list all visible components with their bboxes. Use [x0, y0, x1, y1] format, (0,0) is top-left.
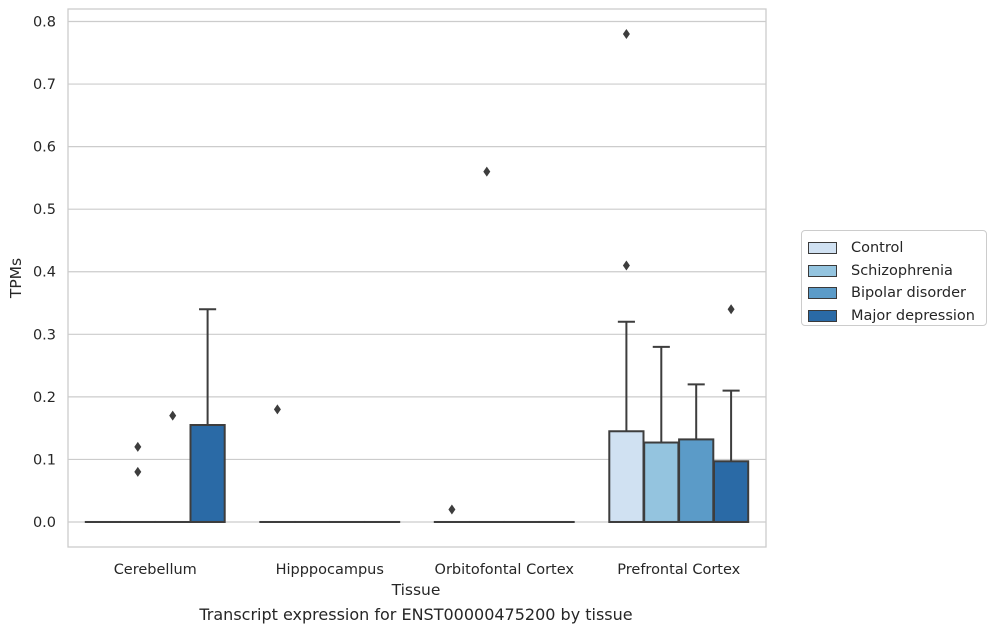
box-bipolar-disorder — [678, 383, 715, 523]
legend-swatch — [808, 264, 837, 277]
legend-swatch — [808, 309, 837, 322]
x-tick-label: Hipppocampus — [276, 562, 384, 578]
box-major-depression — [189, 308, 226, 523]
legend-item: Major depression — [808, 305, 986, 328]
box-schizophrenia — [119, 441, 156, 523]
figure-caption: Transcript expression for ENST0000047520… — [199, 605, 633, 624]
box-schizophrenia — [468, 166, 505, 523]
y-tick-label: 0.3 — [33, 327, 56, 343]
plot-frame — [67, 8, 767, 548]
outlier-point — [169, 410, 177, 421]
box-body — [643, 441, 680, 523]
box-bipolar-disorder — [154, 410, 191, 523]
box-control — [433, 504, 471, 523]
x-axis-label: Tissue — [391, 581, 441, 599]
box-body — [712, 460, 750, 523]
legend-item: Bipolar disorder — [808, 282, 986, 305]
box-series — [84, 29, 750, 523]
outlier-point — [483, 166, 491, 177]
y-tick-label: 0.1 — [33, 452, 56, 468]
box-body — [608, 430, 645, 523]
y-tick-label: 0.4 — [33, 265, 56, 281]
legend: Control Schizophrenia Bipolar disorder Majo… — [801, 230, 987, 326]
legend-item: Schizophrenia — [808, 260, 986, 283]
legend-item: Control — [808, 237, 986, 260]
outlier-point — [448, 504, 456, 515]
y-axis-label: TPMs — [7, 258, 25, 299]
x-tick-label: Cerebellum — [114, 562, 197, 578]
y-tick-label: 0.6 — [33, 140, 56, 156]
box-body — [678, 438, 715, 523]
y-tick-label: 0.2 — [33, 390, 56, 406]
legend-swatch — [808, 287, 837, 300]
x-tick-label: Orbitofontal Cortex — [435, 562, 575, 578]
box-body — [189, 424, 226, 523]
gridlines — [68, 20, 766, 523]
y-tick-label: 0.0 — [33, 515, 56, 531]
legend-label: Bipolar disorder — [851, 285, 966, 302]
outlier-point — [273, 404, 281, 415]
outlier-point — [622, 260, 630, 271]
outlier-point — [622, 29, 630, 40]
outlier-point — [134, 441, 142, 452]
outlier-point — [727, 304, 735, 315]
box-schizophrenia — [643, 345, 680, 523]
legend-label: Control — [851, 240, 904, 257]
y-axis-ticks: 0.0 0.1 0.2 0.3 0.4 0.5 0.6 0.7 0.8 — [33, 15, 56, 531]
x-axis-ticks: Cerebellum Hipppocampus Orbitofontal Corte… — [114, 562, 741, 578]
x-tick-label: Prefrontal Cortex — [617, 562, 740, 578]
box-control — [259, 404, 296, 523]
box-control — [608, 29, 645, 523]
legend-label: Major depression — [851, 307, 975, 324]
legend-swatch — [808, 242, 837, 255]
y-tick-label: 0.7 — [33, 77, 56, 93]
legend-label: Schizophrenia — [851, 262, 953, 279]
y-tick-label: 0.5 — [33, 202, 56, 218]
box-major-depression — [712, 304, 750, 523]
y-tick-label: 0.8 — [33, 15, 56, 31]
outlier-point — [134, 466, 142, 477]
